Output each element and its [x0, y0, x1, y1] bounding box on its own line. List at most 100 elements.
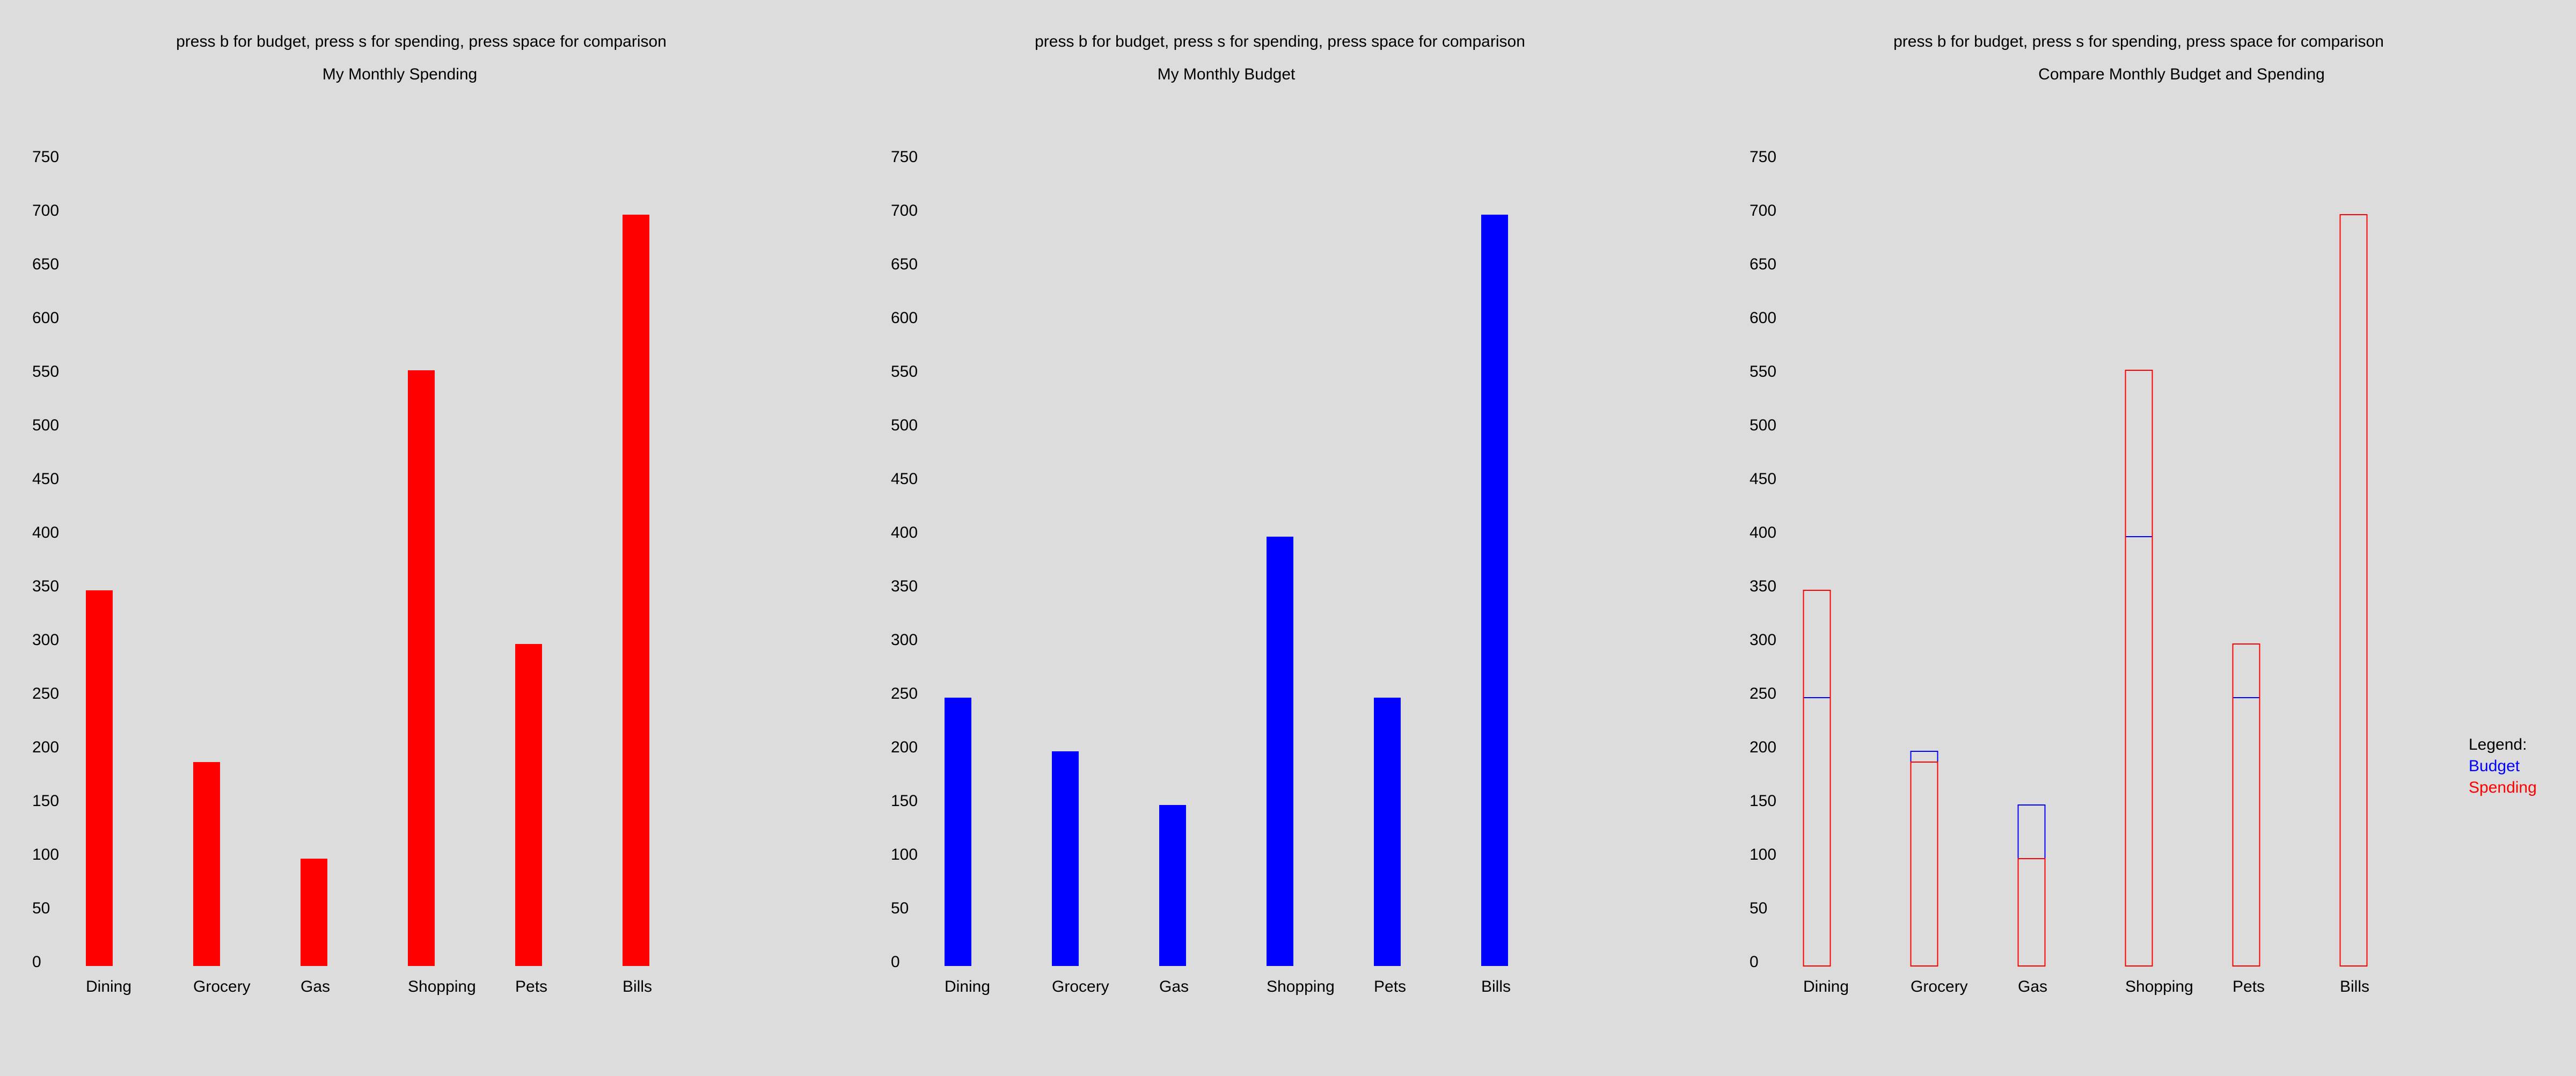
y-tick-label: 250 — [1750, 685, 1776, 702]
compare-chart-marks: 0 50 100 150 200 250 300 350 400 450 500 550 600 650 7… — [1750, 148, 2369, 996]
legend-title: Legend: — [2469, 736, 2527, 753]
y-tick-label: 750 — [1750, 148, 1776, 166]
y-tick-label: 550 — [891, 363, 918, 380]
y-tick-label: 750 — [891, 148, 918, 166]
y-tick-label: 650 — [891, 255, 918, 273]
y-tick-label: 650 — [1750, 255, 1776, 273]
y-tick-label: 300 — [1750, 631, 1776, 649]
y-tick-label: 50 — [1750, 899, 1767, 917]
spending-outline-bar — [2232, 643, 2260, 967]
x-category-label: Gas — [301, 978, 330, 996]
y-tick-label: 100 — [32, 846, 59, 863]
x-category-label: Dining — [86, 978, 131, 996]
budget-outline-bar — [2339, 214, 2368, 967]
y-tick-label: 750 — [32, 148, 59, 166]
y-tick-label: 450 — [891, 470, 918, 488]
y-tick-label: 150 — [891, 792, 918, 810]
y-tick-label: 350 — [1750, 577, 1776, 595]
y-tick-label: 650 — [32, 255, 59, 273]
spending-outline-bar — [1803, 590, 1831, 967]
y-tick-label: 450 — [1750, 470, 1776, 488]
x-category-label: Shopping — [1267, 978, 1335, 996]
x-category-label: Pets — [1374, 978, 1406, 996]
spending-bar — [515, 644, 542, 966]
spending-instructions: press b for budget, press s for spending… — [176, 33, 667, 50]
y-tick-label: 550 — [32, 363, 59, 380]
budget-outline-bar — [2017, 804, 2046, 967]
spending-panel: press b for budget, press s for spending… — [32, 33, 667, 996]
budget-bar — [1267, 537, 1293, 966]
y-tick-label: 50 — [32, 899, 50, 917]
x-category-label: Bills — [1481, 978, 1511, 996]
y-tick-label: 200 — [891, 738, 918, 756]
spending-outline-bar — [2125, 370, 2153, 967]
compare-panel: press b for budget, press s for spending… — [1750, 33, 2537, 996]
y-tick-label: 350 — [32, 577, 59, 595]
budget-instructions: press b for budget, press s for spending… — [1035, 33, 1525, 50]
x-category-label: Dining — [1803, 978, 1849, 996]
x-category-label: Grocery — [1911, 978, 1968, 996]
x-category-label: Shopping — [2125, 978, 2193, 996]
budget-bar — [1159, 805, 1186, 966]
y-tick-label: 100 — [891, 846, 918, 863]
x-category-label: Bills — [2340, 978, 2369, 996]
spending-chart-marks: 0 50 100 150 200 250 300 350 400 450 500 550 600 650 7… — [32, 148, 652, 996]
x-category-label: Pets — [2233, 978, 2265, 996]
y-tick-label: 400 — [1750, 524, 1776, 541]
y-tick-label: 700 — [32, 202, 59, 219]
y-tick-label: 300 — [32, 631, 59, 649]
legend-spending: Spending — [2469, 779, 2537, 796]
x-category-label: Gas — [1159, 978, 1189, 996]
legend-budget: Budget — [2469, 757, 2520, 775]
x-category-label: Grocery — [1052, 978, 1109, 996]
y-tick-label: 250 — [891, 685, 918, 702]
budget-outline-bar — [1910, 751, 1938, 967]
y-tick-label: 600 — [891, 309, 918, 327]
y-tick-label: 700 — [891, 202, 918, 219]
compare-instructions: press b for budget, press s for spending… — [1893, 33, 2384, 50]
y-tick-label: 600 — [32, 309, 59, 327]
compare-legend: Legend: Budget Spending — [2469, 736, 2537, 796]
x-category-label: Bills — [623, 978, 652, 996]
spending-outline-bar — [1910, 762, 1938, 967]
x-category-label: Shopping — [408, 978, 476, 996]
y-tick-label: 550 — [1750, 363, 1776, 380]
y-tick-label: 250 — [32, 685, 59, 702]
y-tick-label: 300 — [891, 631, 918, 649]
y-tick-label: 50 — [891, 899, 909, 917]
y-tick-label: 700 — [1750, 202, 1776, 219]
spending-title: My Monthly Spending — [323, 65, 478, 83]
budget-outline-bar — [1803, 697, 1831, 967]
budget-panel: press b for budget, press s for spending… — [891, 33, 1525, 996]
budget-chart-marks: 0 50 100 150 200 250 300 350 400 450 500 550 600 650 7… — [891, 148, 1511, 996]
spending-outline-bar — [2339, 214, 2368, 967]
y-tick-label: 500 — [891, 416, 918, 434]
budget-bar — [945, 698, 971, 966]
spending-bar — [408, 370, 435, 966]
y-tick-label: 350 — [891, 577, 918, 595]
y-tick-label: 0 — [1750, 953, 1759, 971]
budget-bar — [1481, 215, 1508, 966]
spending-bar — [86, 590, 113, 966]
x-category-label: Dining — [945, 978, 990, 996]
y-tick-label: 400 — [891, 524, 918, 541]
y-tick-label: 200 — [1750, 738, 1776, 756]
y-tick-label: 0 — [32, 953, 41, 971]
spending-bar — [623, 215, 649, 966]
y-tick-label: 500 — [1750, 416, 1776, 434]
x-category-label: Pets — [515, 978, 547, 996]
y-tick-label: 200 — [32, 738, 59, 756]
budget-bar — [1052, 751, 1079, 966]
compare-title: Compare Monthly Budget and Spending — [2038, 65, 2325, 83]
y-tick-label: 0 — [891, 953, 900, 971]
budget-outline-bar — [2125, 536, 2153, 967]
spending-bar — [301, 859, 327, 966]
x-category-label: Gas — [2018, 978, 2047, 996]
y-tick-label: 600 — [1750, 309, 1776, 327]
spending-outline-bar — [2017, 858, 2046, 967]
y-tick-label: 150 — [1750, 792, 1776, 810]
y-tick-label: 100 — [1750, 846, 1776, 863]
budget-outline-bar — [2232, 697, 2260, 967]
